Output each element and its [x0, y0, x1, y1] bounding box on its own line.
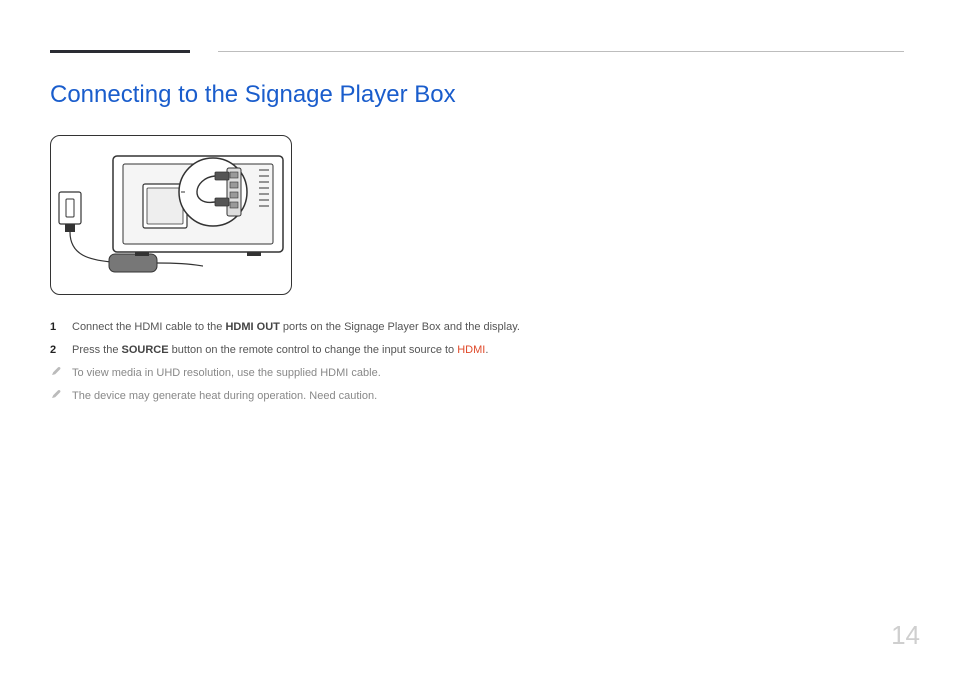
- header-rules: [50, 50, 904, 53]
- note-text: The device may generate heat during oper…: [72, 386, 377, 407]
- connection-diagram: [50, 135, 292, 295]
- step-1: 1 Connect the HDMI cable to the HDMI OUT…: [50, 317, 904, 338]
- note-text: To view media in UHD resolution, use the…: [72, 363, 381, 384]
- step-number: 2: [50, 340, 62, 361]
- rule-thick: [50, 50, 190, 53]
- bold-term: HDMI OUT: [225, 321, 279, 333]
- diagram-svg: [51, 136, 291, 294]
- note-1: To view media in UHD resolution, use the…: [50, 363, 904, 384]
- page-title: Connecting to the Signage Player Box: [50, 81, 904, 109]
- text-segment: Press the: [72, 344, 122, 356]
- step-text: Press the SOURCE button on the remote co…: [72, 340, 488, 361]
- red-term: HDMI: [457, 344, 485, 356]
- text-segment: Connect the HDMI cable to the: [72, 321, 225, 333]
- text-segment: ports on the Signage Player Box and the …: [280, 321, 520, 333]
- step-2: 2 Press the SOURCE button on the remote …: [50, 340, 904, 361]
- text-segment: .: [485, 344, 488, 356]
- step-text: Connect the HDMI cable to the HDMI OUT p…: [72, 317, 520, 338]
- pencil-icon: [50, 363, 62, 376]
- rule-thin: [218, 51, 904, 52]
- page-number: 14: [891, 620, 920, 651]
- instruction-steps: 1 Connect the HDMI cable to the HDMI OUT…: [50, 317, 904, 407]
- text-segment: button on the remote control to change t…: [169, 344, 458, 356]
- pencil-icon: [50, 386, 62, 399]
- note-2: The device may generate heat during oper…: [50, 386, 904, 407]
- bold-term: SOURCE: [122, 344, 169, 356]
- step-number: 1: [50, 317, 62, 338]
